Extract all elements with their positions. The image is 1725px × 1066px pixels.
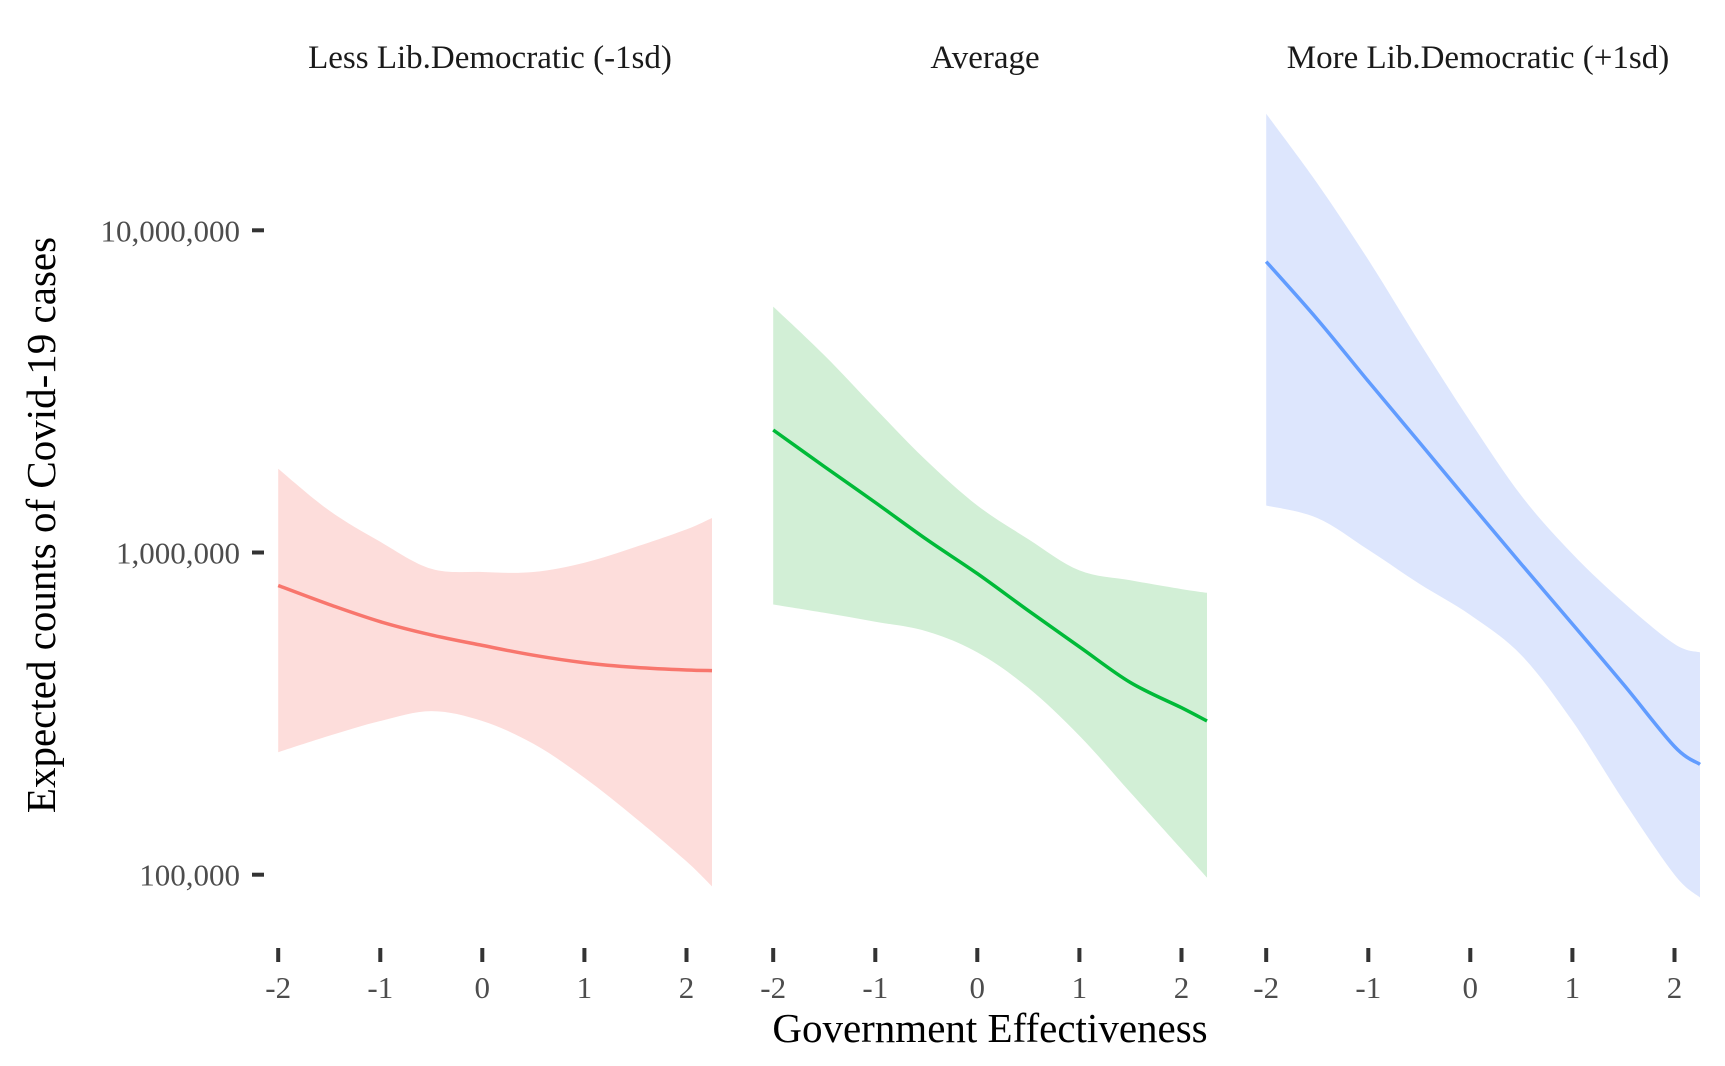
y-tick-label: 10,000,000 [101,213,241,248]
x-tick-label: 0 [1463,970,1479,1005]
y-tick-label: 100,000 [139,858,240,893]
x-axis-facet-2: -2 -1 0 1 2 [760,948,1189,1005]
facet-title: Average [930,40,1039,76]
x-tick-label: 1 [1565,970,1581,1005]
facet-panel-2: Average [772,40,1208,878]
x-axis-facet-1: -2 -1 0 1 2 [265,948,694,1005]
confidence-ribbon [1266,113,1700,898]
x-axes: -2 -1 0 1 2 -2 -1 0 1 2 -2 -1 0 1 2 [265,948,1682,1005]
x-tick-label: -2 [1253,970,1279,1005]
x-tick-label: -1 [1355,970,1381,1005]
x-tick-label: -1 [862,970,888,1005]
x-tick-label: -1 [367,970,393,1005]
x-tick-label: 2 [1174,970,1190,1005]
panels-layer: Less Lib.Democratic (-1sd) Average More Li… [277,40,1702,898]
x-tick-label: 1 [577,970,593,1005]
fitted-line [1264,260,1702,766]
x-tick-label: 2 [679,970,695,1005]
facet-title: More Lib.Democratic (+1sd) [1287,40,1669,76]
confidence-ribbon [278,468,712,887]
facet-panel-3: More Lib.Democratic (+1sd) [1264,40,1702,898]
x-tick-label: 0 [970,970,986,1005]
x-axis-title: Government Effectiveness [772,1005,1207,1051]
x-tick-label: -2 [265,970,291,1005]
confidence-ribbon [773,306,1207,878]
x-tick-label: 2 [1667,970,1683,1005]
facet-panel-1: Less Lib.Democratic (-1sd) [277,40,713,887]
fitted-line [277,583,713,673]
y-tick-label: 1,000,000 [116,536,240,571]
x-tick-label: 0 [475,970,491,1005]
facet-title: Less Lib.Democratic (-1sd) [308,40,672,76]
x-tick-label: 1 [1072,970,1088,1005]
x-tick-label: -2 [760,970,786,1005]
y-axis: 100,000 1,000,000 10,000,000 [101,213,264,893]
y-axis-title: Expected counts of Covid-19 cases [18,237,64,813]
fitted-line [772,428,1208,723]
x-axis-facet-3: -2 -1 0 1 2 [1253,948,1682,1005]
